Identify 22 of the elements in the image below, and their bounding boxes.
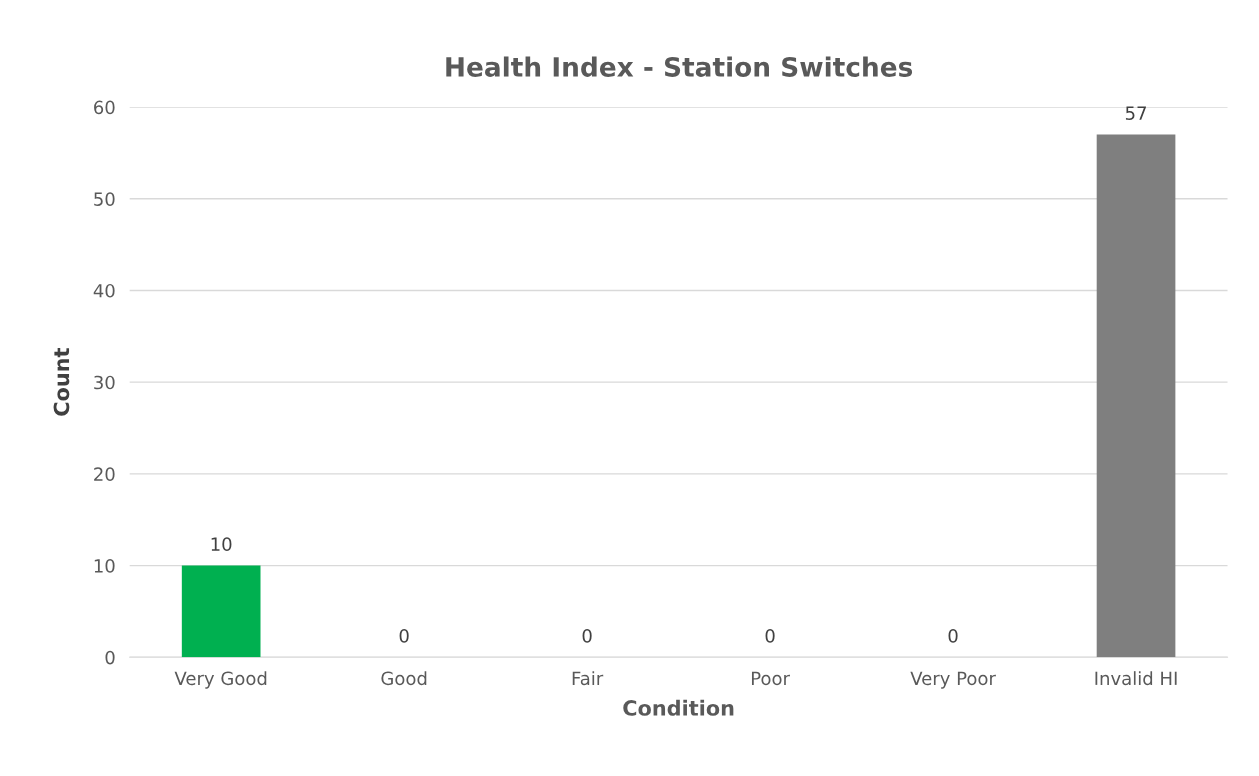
- y-tick-label: 20: [94, 467, 115, 481]
- y-tick-label: 0: [105, 650, 115, 665]
- data-label: 0: [765, 629, 775, 643]
- x-tick-label: Very Poor: [910, 671, 996, 689]
- data-label: 57: [1125, 106, 1146, 120]
- data-label: 10: [211, 537, 232, 551]
- y-tick-label: 10: [94, 559, 115, 573]
- data-label: 0: [582, 629, 592, 643]
- y-tick-label: 40: [93, 283, 115, 298]
- y-tick-label: 50: [94, 192, 115, 206]
- data-label: 0: [399, 629, 409, 643]
- data-label: 0: [948, 629, 958, 643]
- x-tick-label: Fair: [572, 671, 604, 686]
- y-tick-label: 30: [94, 375, 115, 390]
- y-tick-label: 60: [94, 100, 115, 115]
- x-axis-title: Condition: [623, 699, 734, 716]
- chart-title: Health Index - Station Switches: [446, 56, 913, 77]
- y-axis-title: Count: [53, 348, 70, 416]
- x-tick-label: Very Good: [174, 671, 267, 689]
- x-tick-label: Invalid HI: [1095, 671, 1177, 686]
- x-tick-label: Poor: [751, 671, 790, 686]
- x-tick-label: Good: [381, 671, 427, 686]
